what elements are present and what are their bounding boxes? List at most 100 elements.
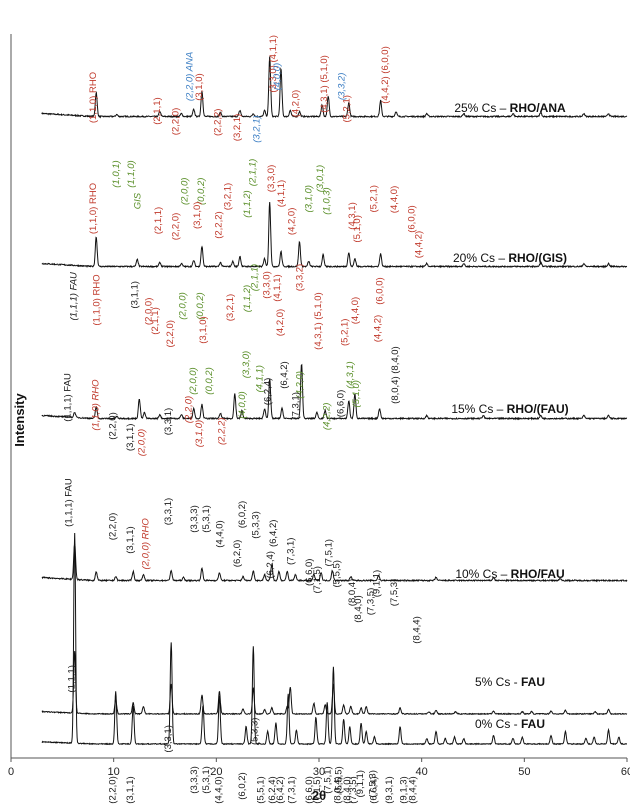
sample-pct: 15% Cs – bbox=[451, 402, 506, 416]
peak-label: (2,2,2) bbox=[214, 211, 225, 238]
peak-label: (1,1,0) bbox=[126, 160, 137, 187]
peak-label: (3,1,0) bbox=[192, 202, 203, 229]
peak-label: (4,3,1) bbox=[345, 361, 356, 388]
peak-label: (6,2,4) bbox=[267, 776, 278, 803]
trace-s25 bbox=[41, 56, 628, 119]
peak-label: (4,4,0) bbox=[389, 186, 400, 213]
peak-label: (3,2,1) bbox=[223, 183, 234, 210]
x-tick-label: 20 bbox=[210, 766, 222, 778]
peak-label: (3,0,1) bbox=[315, 165, 326, 192]
peak-label: (7,3,5) bbox=[348, 776, 359, 803]
peak-label: (8,4,0) bbox=[342, 776, 353, 803]
peak-label: (3,3,0) bbox=[262, 271, 273, 298]
peak-label: (8,0,4) (8,4,0) bbox=[390, 346, 401, 404]
peak-label: (2,2,0) bbox=[170, 213, 181, 240]
peak-label: (7,5,1) bbox=[322, 766, 333, 793]
peak-label: (6,6,0) bbox=[304, 559, 315, 586]
peak-label: (5,3,3) bbox=[249, 718, 260, 745]
peak-label: (3,3,0) bbox=[266, 165, 277, 192]
sample-label-s15: 15% Cs – RHO/(FAU) bbox=[451, 402, 568, 416]
peak-label: (6,2,0) bbox=[232, 540, 243, 567]
sample-labels: 25% Cs – RHO/ANA 20% Cs – RHO/(GIS) 15% Cs… bbox=[451, 101, 568, 731]
peak-label: (6,0,0) bbox=[375, 277, 386, 304]
peak-label: (1,1,2) bbox=[242, 190, 253, 217]
peak-label: (4,1,1) bbox=[272, 274, 283, 301]
peak-label: (2,0,0) RHO bbox=[141, 518, 152, 570]
peak-label: (3,3,0) (4,1,1) bbox=[268, 35, 279, 93]
peak-label: (2,1,1) bbox=[150, 307, 161, 334]
sample-phase: RHO/(GIS) bbox=[508, 251, 567, 265]
sample-label-s25: 25% Cs – RHO/ANA bbox=[454, 101, 566, 115]
peak-label: (9,1,3) bbox=[398, 776, 409, 803]
peak-label: (2,2,0) bbox=[184, 396, 195, 423]
diffraction-traces bbox=[41, 56, 628, 746]
peak-label: (5,2,1) bbox=[340, 319, 351, 346]
peak-label: (5,3,1) bbox=[201, 766, 212, 793]
peak-label: (1,1,1) bbox=[67, 665, 78, 692]
peak-label: (6,6,0) bbox=[336, 390, 347, 417]
peak-label: (1,1,0) RHO bbox=[90, 379, 101, 431]
peak-label: (2,0,0) bbox=[137, 429, 148, 456]
sample-label-s20: 20% Cs – RHO/(GIS) bbox=[453, 251, 567, 265]
peak-label: (3,1,0) bbox=[198, 316, 209, 343]
peak-label: (4,1,1) bbox=[254, 365, 265, 392]
peak-label: (6,6,0) bbox=[304, 776, 315, 803]
peak-label: (4,4,0) bbox=[214, 776, 225, 803]
peak-label: (0,0,2) bbox=[195, 292, 206, 319]
peak-label: (1,1,1) FAU bbox=[63, 373, 74, 422]
peak-label: (2,1,1) bbox=[247, 159, 258, 186]
peak-label: (5,5,5) bbox=[334, 766, 345, 793]
peak-label: (1,1,1) FAU bbox=[69, 272, 80, 321]
peak-label: (2,2,0) ANA bbox=[185, 52, 196, 101]
peak-label: (6,0,2) bbox=[237, 772, 248, 799]
x-axis: 0 10 20 30 40 50 60 bbox=[8, 758, 630, 778]
peak-label: (5,1,0) bbox=[351, 380, 362, 407]
peak-label: (1,1,1) FAU bbox=[64, 478, 75, 527]
peak-label: (2,2,0) bbox=[108, 513, 119, 540]
peak-label: (4,2,0) bbox=[295, 371, 306, 398]
peak-label: (4,4,0) bbox=[215, 520, 226, 547]
x-tick-label: 0 bbox=[8, 766, 14, 778]
x-tick-label: 10 bbox=[108, 766, 120, 778]
peak-label: (3,3,0) bbox=[241, 351, 252, 378]
peak-label: (6,4,2) bbox=[275, 776, 286, 803]
sample-label-s0: 0% Cs - FAU bbox=[475, 717, 545, 731]
peak-label: (1,0,1) bbox=[111, 160, 122, 187]
peak-label: GIS bbox=[132, 192, 143, 209]
x-axis-label: 2θ bbox=[312, 788, 326, 803]
peak-label: (3,2,1) bbox=[252, 115, 263, 142]
peak-label: (1,1,2) bbox=[242, 285, 253, 312]
peak-label: (3,1,1) bbox=[125, 424, 136, 451]
sample-label-s10: 10% Cs – RHO/FAU bbox=[455, 567, 564, 581]
peak-label: (7,3,5) bbox=[365, 588, 376, 615]
peak-label: (2,2,0) bbox=[170, 108, 181, 135]
peak-label: (7,3,1) bbox=[285, 538, 296, 565]
sample-phase: RHO/FAU bbox=[511, 567, 565, 581]
peak-label: (3,3,2) bbox=[295, 264, 306, 291]
peak-label: (7,5,3) bbox=[389, 579, 400, 606]
peak-label: (4,0,0) bbox=[272, 63, 283, 90]
peak-label: (5,3,1) bbox=[201, 505, 212, 532]
peak-label: (7,1,5) bbox=[312, 776, 323, 803]
sample-pct: 25% Cs – bbox=[454, 101, 509, 115]
sample-label-s5: 5% Cs - FAU bbox=[475, 675, 545, 689]
peak-label: (4,2,0) bbox=[291, 90, 302, 117]
peak-label: (6,6,4) bbox=[369, 776, 380, 803]
peak-label: (5,1,0) bbox=[352, 215, 363, 242]
peak-label: (3,3,1) bbox=[163, 725, 174, 752]
peak-label: (4,0,0) bbox=[237, 391, 248, 418]
peak-label: (2,2,0) bbox=[108, 776, 119, 803]
x-tick-label: 40 bbox=[416, 766, 428, 778]
trace-s0 bbox=[41, 532, 627, 746]
peak-label: (5,5,5) bbox=[331, 560, 342, 587]
peak-label: (3,1,1) bbox=[129, 281, 140, 308]
sample-pct: 0% Cs - bbox=[475, 717, 521, 731]
peak-label: (9,1,1) bbox=[355, 770, 366, 797]
peak-label: (5,5,1) bbox=[256, 776, 267, 803]
peak-label: (3,1,0) bbox=[194, 420, 205, 447]
sample-phase: FAU bbox=[521, 675, 545, 689]
peak-label: (2,0,0) bbox=[144, 298, 155, 325]
peak-label: (7,3,1) bbox=[286, 776, 297, 803]
